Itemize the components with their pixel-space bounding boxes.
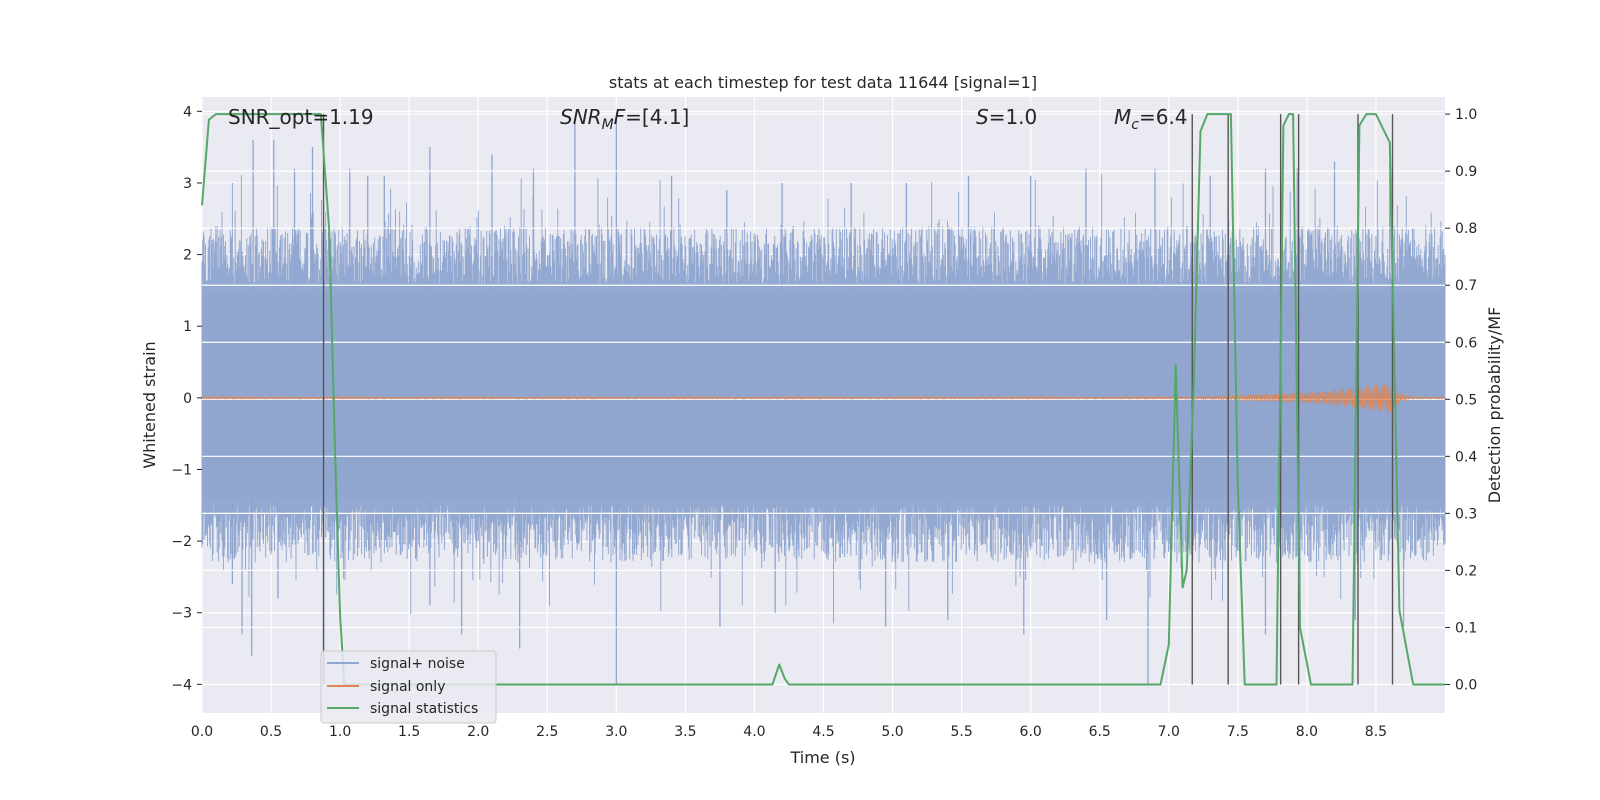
x-tick-label: 1.0 — [329, 724, 351, 740]
y-tick-label: −4 — [171, 677, 192, 693]
s-main: S — [976, 105, 989, 129]
x-axis-label: Time (s) — [789, 748, 855, 767]
y-axis-label: Whitened strain — [140, 341, 159, 468]
x-tick-label: 3.5 — [674, 724, 696, 740]
legend-label-signal-noise: signal+ noise — [370, 656, 465, 672]
y-right-tick-label: 0.0 — [1455, 677, 1477, 693]
x-tick-label: 0.5 — [260, 724, 282, 740]
x-tick-label: 5.0 — [881, 724, 903, 740]
y-right-tick-label: 0.1 — [1455, 620, 1477, 636]
y-tick-label: 3 — [183, 176, 192, 192]
y-ticks: −4 −3 −2 −1 0 1 2 3 4 — [171, 104, 202, 693]
y-right-tick-label: 0.3 — [1455, 506, 1477, 522]
legend-label-signal-only: signal only — [370, 679, 445, 695]
legend: signal+ noise signal only signal statist… — [320, 650, 497, 724]
y-right-tick-label: 0.5 — [1455, 392, 1477, 408]
y-tick-label: 1 — [183, 319, 192, 335]
x-tick-label: 0.0 — [191, 724, 213, 740]
x-tick-label: 7.5 — [1227, 724, 1249, 740]
annotation-s: S=1.0 — [976, 105, 1037, 129]
annotation-snr-mf: SNRMF=[4.1] — [560, 105, 689, 133]
x-tick-label: 8.0 — [1296, 724, 1318, 740]
horizontal-white-lines — [202, 113, 1445, 686]
x-tick-label: 4.5 — [812, 724, 834, 740]
y-tick-label: 4 — [183, 104, 192, 120]
legend-label-signal-statistics: signal statistics — [370, 701, 478, 717]
chart-title: stats at each timestep for test data 116… — [609, 73, 1037, 92]
mc-main: M — [1114, 105, 1131, 129]
mc-rest: =6.4 — [1139, 105, 1188, 129]
y-tick-label: −3 — [171, 606, 192, 622]
x-tick-label: 5.5 — [950, 724, 972, 740]
s-rest: =1.0 — [989, 105, 1038, 129]
y-right-tick-label: 0.4 — [1455, 449, 1477, 465]
annotation-snr-opt: SNR_opt=1.19 — [228, 105, 374, 129]
x-tick-label: 8.5 — [1365, 724, 1387, 740]
y-axis-right-label: Detection probability/MF — [1485, 307, 1504, 504]
snr-mf-sub: M — [602, 117, 614, 133]
y-right-tick-label: 0.9 — [1455, 164, 1477, 180]
y-tick-label: −1 — [171, 462, 192, 478]
y-right-tick-label: 0.7 — [1455, 278, 1477, 294]
signal-statistics-series — [201, 113, 1445, 686]
y-tick-label: 2 — [183, 248, 192, 264]
signal-only-series — [201, 382, 1446, 413]
y-right-tick-label: 0.2 — [1455, 563, 1477, 579]
x-tick-label: 6.0 — [1020, 724, 1042, 740]
signal-only-line — [201, 382, 1446, 413]
x-ticks: 0.0 0.5 1.0 1.5 2.0 2.5 3.0 3.5 4.0 4.5 5.0 5.5 6.0 6… — [191, 724, 1387, 740]
x-tick-label: 2.0 — [467, 724, 489, 740]
y-right-tick-label: 1.0 — [1455, 107, 1477, 123]
y-tick-label: 0 — [183, 391, 192, 407]
x-tick-label: 2.5 — [536, 724, 558, 740]
snr-mf-rest-italic: F — [614, 105, 626, 129]
y-right-tick-label: 0.8 — [1455, 221, 1477, 237]
x-tick-label: 6.5 — [1089, 724, 1111, 740]
y-right-tick-label: 0.6 — [1455, 335, 1477, 351]
signal-statistics-line — [201, 113, 1445, 686]
x-tick-label: 7.0 — [1158, 724, 1180, 740]
x-tick-label: 3.0 — [605, 724, 627, 740]
snr-mf-rest: =[4.1] — [625, 105, 689, 129]
x-tick-label: 1.5 — [398, 724, 420, 740]
snr-mf-main: SNR — [560, 105, 602, 129]
annotation-mc: Mc=6.4 — [1114, 105, 1188, 133]
y-ticks-right: 0.0 0.1 0.2 0.3 0.4 0.5 0.6 0.7 0.8 0.9 1.0 — [1445, 107, 1477, 693]
x-tick-label: 4.0 — [743, 724, 765, 740]
legend-box — [320, 650, 497, 724]
y-tick-label: −2 — [171, 534, 192, 550]
mc-sub: c — [1131, 117, 1139, 133]
